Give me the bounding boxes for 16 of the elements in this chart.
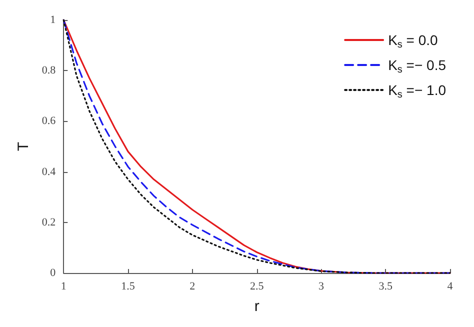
y-axis-title: T	[15, 142, 32, 152]
y-tick-label: 0.4	[42, 166, 56, 178]
x-tick-label: 1	[60, 280, 66, 292]
x-tick-label: 2	[190, 280, 196, 292]
x-axis-title: r	[254, 298, 260, 315]
y-tick-label: 0.6	[42, 115, 56, 128]
x-tick-label: 1.5	[121, 280, 136, 292]
x-tick-label: 3	[318, 280, 324, 292]
x-tick-label: 4	[447, 280, 454, 292]
line-series	[62, 19, 451, 274]
x-tick-label: 3.5	[378, 280, 393, 292]
y-tick-label: 0.2	[42, 216, 56, 228]
y-tick-label: 0	[50, 267, 56, 279]
y-tick-label: 1	[50, 14, 56, 26]
y-tick-label: 0.8	[42, 64, 56, 77]
x-tick-label: 2.5	[250, 280, 264, 292]
